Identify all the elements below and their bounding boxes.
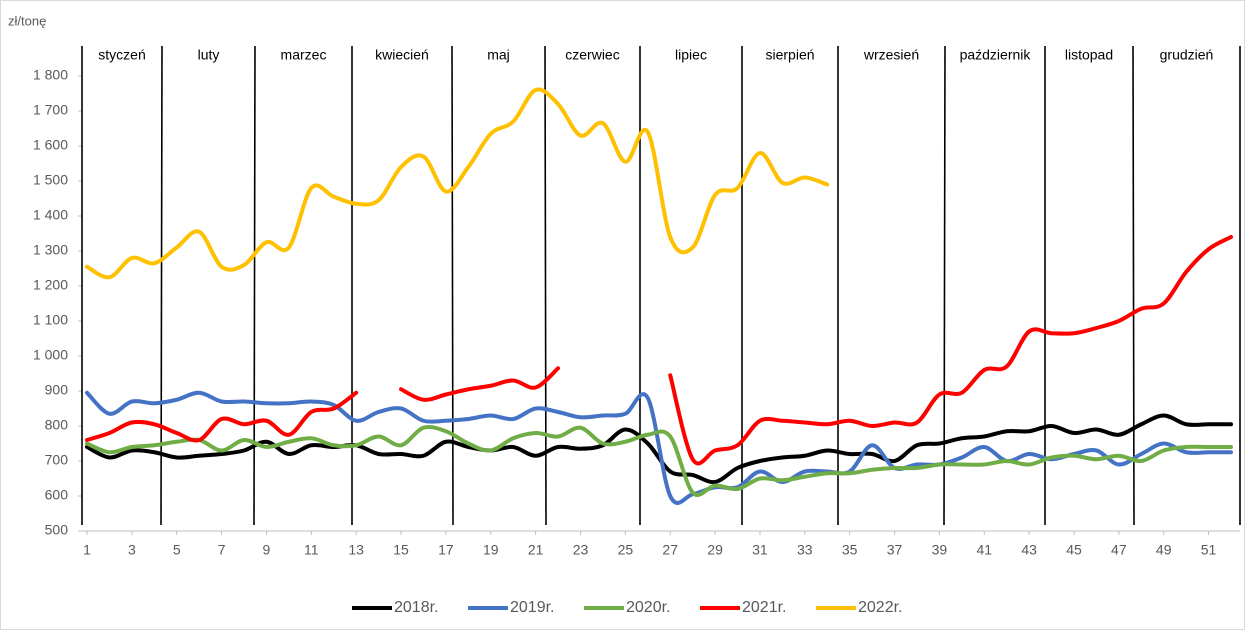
- month-label: grudzień: [1160, 47, 1214, 63]
- month-label: wrzesień: [863, 47, 919, 63]
- y-tick-label: 600: [45, 487, 69, 503]
- x-tick-label: 5: [173, 542, 181, 558]
- x-tick-label: 7: [218, 542, 226, 558]
- legend-label: 2020r.: [626, 599, 670, 616]
- legend-label: 2021r.: [742, 599, 786, 616]
- month-label: kwiecień: [375, 47, 429, 63]
- y-tick-label: 1 300: [33, 242, 68, 258]
- x-tick-label: 43: [1021, 542, 1037, 558]
- x-tick-label: 17: [438, 542, 454, 558]
- x-tick-label: 19: [483, 542, 499, 558]
- month-label: lipiec: [675, 47, 707, 63]
- y-axis-label: zł/tonę: [8, 13, 46, 28]
- x-tick-label: 39: [932, 542, 948, 558]
- y-tick-label: 1 800: [33, 67, 68, 83]
- x-tick-label: 35: [842, 542, 858, 558]
- y-tick-label: 1 000: [33, 347, 68, 363]
- x-tick-label: 25: [618, 542, 634, 558]
- y-tick-label: 1 200: [33, 277, 68, 293]
- x-tick-label: 45: [1066, 542, 1082, 558]
- x-tick-label: 29: [707, 542, 723, 558]
- month-label: październik: [960, 47, 1032, 63]
- x-tick-label: 51: [1201, 542, 1217, 558]
- series-line: [85, 87, 830, 280]
- month-label: sierpień: [765, 47, 814, 63]
- month-separator: [544, 45, 547, 526]
- x-tick-label: 23: [573, 542, 589, 558]
- x-tick-label: 21: [528, 542, 544, 558]
- y-tick-label: 1 400: [33, 207, 68, 223]
- x-tick-label: 15: [393, 542, 409, 558]
- y-tick-label: 900: [45, 382, 69, 398]
- month-label: marzec: [281, 47, 327, 63]
- month-separator: [943, 45, 946, 526]
- x-tick-label: 49: [1156, 542, 1172, 558]
- y-tick-label: 1 500: [33, 172, 68, 188]
- x-tick-label: 9: [263, 542, 271, 558]
- x-tick-label: 37: [887, 542, 903, 558]
- series-line: [85, 390, 1233, 505]
- legend-label: 2018r.: [394, 599, 438, 616]
- month-label: styczeń: [98, 47, 145, 63]
- y-tick-label: 1 700: [33, 102, 68, 118]
- series-line: [85, 424, 1233, 497]
- x-tick-label: 31: [752, 542, 768, 558]
- x-tick-label: 11: [304, 542, 319, 558]
- y-tick-label: 1 600: [33, 137, 68, 153]
- x-tick-label: 41: [976, 542, 992, 558]
- x-tick-label: 33: [797, 542, 813, 558]
- month-separator: [451, 45, 454, 526]
- x-tick-label: 1: [83, 542, 91, 558]
- y-tick-label: 800: [45, 417, 69, 433]
- month-label: luty: [198, 47, 220, 63]
- y-tick-label: 500: [45, 522, 69, 538]
- y-tick-label: 700: [45, 452, 69, 468]
- x-tick-label: 13: [348, 542, 364, 558]
- x-tick-label: 27: [662, 542, 678, 558]
- x-tick-label: 3: [128, 542, 136, 558]
- x-tick-label: 47: [1111, 542, 1127, 558]
- legend-label: 2019r.: [510, 599, 554, 616]
- month-label: czerwiec: [565, 47, 619, 63]
- series-line: [85, 413, 1233, 485]
- month-separator: [1132, 45, 1135, 526]
- month-separator: [253, 45, 256, 526]
- month-label: maj: [487, 47, 510, 63]
- legend-label: 2022r.: [858, 599, 902, 616]
- y-tick-label: 1 100: [33, 312, 68, 328]
- series-line: [85, 235, 1233, 466]
- month-label: listopad: [1065, 47, 1113, 63]
